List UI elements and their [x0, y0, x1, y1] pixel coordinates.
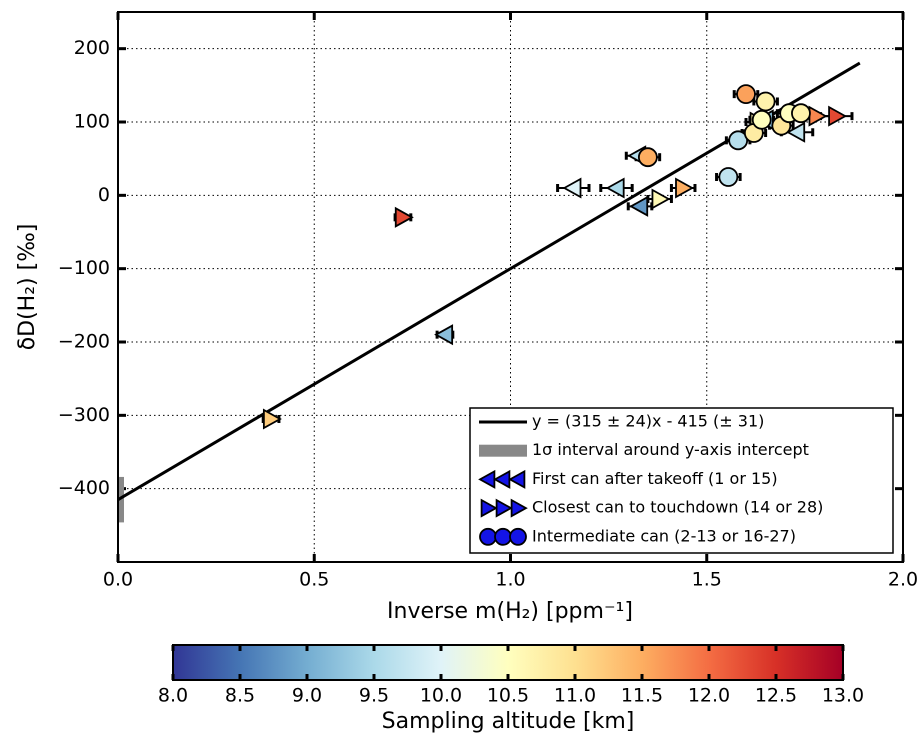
- x-tick-label: 0.0: [103, 569, 133, 591]
- point: [736, 84, 756, 105]
- point: [718, 167, 739, 187]
- point: [828, 105, 848, 127]
- colorbar-tick-label: 12.0: [688, 685, 730, 707]
- point: [510, 498, 528, 518]
- point: [562, 177, 582, 199]
- point: [675, 177, 695, 199]
- colorbar-tick-label: 12.5: [755, 685, 797, 707]
- y-axis-label: δD(H₂) [‰]: [15, 224, 40, 351]
- point: [605, 177, 625, 199]
- colorbar-tick-label: 10.5: [487, 685, 529, 707]
- x-tick-label: 0.5: [299, 569, 329, 591]
- colorbar-tick-label: 8.5: [225, 685, 255, 707]
- legend-label: y = (315 ± 24)x - 415 (± 31): [532, 412, 764, 431]
- plot-frame: [117, 11, 904, 563]
- y-tick-label: 100: [74, 111, 110, 133]
- legend-label: First can after takeoff (1 or 15): [532, 469, 778, 488]
- y-tick-label: −100: [58, 257, 110, 279]
- point: [508, 469, 526, 489]
- legend-label: Intermediate can (2-13 or 16-27): [532, 526, 796, 545]
- colorbar-tick-label: 9.0: [292, 685, 322, 707]
- x-axis-label: Inverse m(H₂) [ppm⁻¹]: [387, 599, 633, 624]
- x-tick-label: 1.5: [692, 569, 722, 591]
- point: [479, 527, 497, 546]
- point: [728, 130, 749, 151]
- y-tick-label: −200: [58, 331, 110, 353]
- colorbar-tick-label: 13.0: [822, 685, 864, 707]
- x-tick-label: 1.0: [495, 569, 525, 591]
- colorbar-tick-label: 9.5: [359, 685, 389, 707]
- x-tick-label: 2.0: [888, 569, 918, 591]
- point: [755, 91, 776, 112]
- point: [808, 105, 828, 127]
- y-tick-label: −300: [58, 404, 110, 426]
- colorbar-label: Sampling altitude [km]: [382, 709, 635, 734]
- legend-label: Closest can to touchdown (14 or 28): [532, 498, 823, 517]
- point: [629, 195, 649, 217]
- colorbar-tick-label: 8.0: [158, 685, 188, 707]
- y-tick-label: 0: [98, 184, 110, 206]
- legend-box: [469, 407, 894, 554]
- colorbar-tick-label: 11.5: [621, 685, 663, 707]
- intercept-band: [118, 476, 124, 523]
- point: [791, 103, 811, 124]
- colorbar-tick-label: 11.0: [554, 685, 596, 707]
- point: [509, 527, 527, 546]
- point: [637, 147, 658, 168]
- point: [651, 188, 671, 210]
- y-tick-label: 200: [74, 37, 110, 59]
- legend-label: 1σ interval around y-axis intercept: [532, 440, 809, 459]
- point: [494, 527, 512, 546]
- point: [751, 109, 772, 130]
- point: [786, 121, 806, 143]
- point: [495, 498, 513, 518]
- colorbar-tick-label: 10.0: [420, 685, 462, 707]
- point: [394, 206, 414, 228]
- point: [434, 324, 454, 346]
- legend-band: [479, 444, 527, 457]
- point: [480, 498, 498, 518]
- point: [262, 408, 282, 430]
- y-tick-label: −400: [58, 477, 110, 499]
